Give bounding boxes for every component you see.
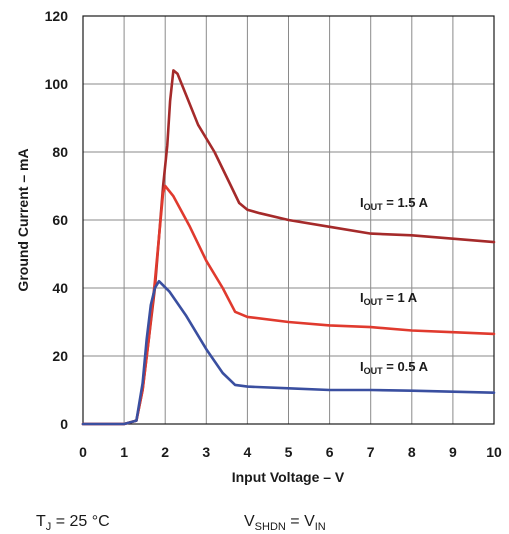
y-tick-label: 40 bbox=[52, 280, 68, 296]
x-tick-label: 1 bbox=[120, 444, 128, 460]
x-tick-label: 8 bbox=[408, 444, 416, 460]
series-line-2 bbox=[81, 279, 496, 426]
x-tick-label: 9 bbox=[449, 444, 457, 460]
x-tick-label: 6 bbox=[326, 444, 334, 460]
y-tick-label: 0 bbox=[60, 416, 68, 432]
x-tick-label: 5 bbox=[285, 444, 293, 460]
y-tick-labels: 0 20 40 60 80 100 120 bbox=[45, 8, 69, 432]
series-labels: IOUT = 1.5 A IOUT = 1 A IOUT = 0.5 A bbox=[360, 195, 429, 376]
x-tick-labels: 0 1 2 3 4 5 6 7 8 9 10 bbox=[79, 444, 502, 460]
y-tick-label: 60 bbox=[52, 212, 68, 228]
x-axis-title: Input Voltage – V bbox=[232, 469, 345, 485]
shutdown-voltage-condition: VSHDN = VIN bbox=[244, 513, 326, 533]
y-tick-label: 20 bbox=[52, 348, 68, 364]
plot-frame bbox=[82, 15, 495, 425]
y-tick-label: 80 bbox=[52, 144, 68, 160]
x-tick-label: 0 bbox=[79, 444, 87, 460]
series-label-2: IOUT = 0.5 A bbox=[360, 359, 429, 376]
x-tick-label: 3 bbox=[202, 444, 210, 460]
series-lines bbox=[81, 69, 496, 426]
junction-temperature-condition: TJ = 25 °C bbox=[36, 513, 110, 533]
y-tick-label: 100 bbox=[45, 76, 69, 92]
y-tick-label: 120 bbox=[45, 8, 69, 24]
x-tick-label: 7 bbox=[367, 444, 375, 460]
x-tick-label: 10 bbox=[486, 444, 502, 460]
series-label-1: IOUT = 1 A bbox=[360, 290, 418, 307]
x-tick-label: 2 bbox=[161, 444, 169, 460]
y-axis-title: Ground Current – mA bbox=[15, 148, 31, 291]
x-tick-label: 4 bbox=[244, 444, 252, 460]
series-label-0: IOUT = 1.5 A bbox=[360, 195, 429, 212]
